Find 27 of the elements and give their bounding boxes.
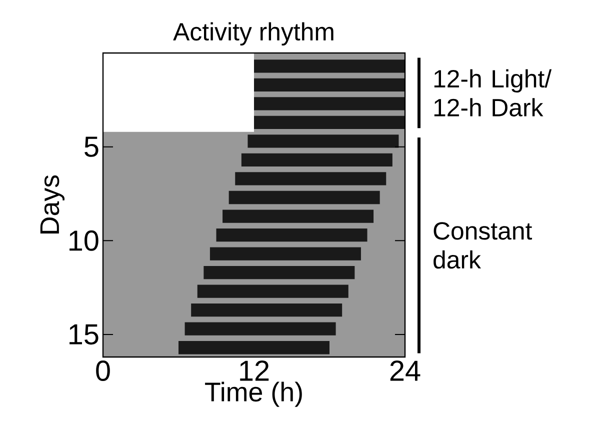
text: 12-h Light/ 12-h Dark: [434, 69, 552, 116]
bar: [254, 78, 406, 92]
bar: [191, 304, 342, 317]
bar: [248, 134, 399, 148]
bar: [216, 228, 368, 242]
bar: [197, 284, 348, 298]
bar: [235, 172, 386, 186]
bar: [184, 322, 336, 336]
chart-title: Activity rhythm: [173, 22, 334, 46]
bar: [241, 153, 392, 167]
y-tick-label: 15: [70, 324, 98, 345]
y-tick-label: 10: [70, 230, 98, 251]
bar: [204, 266, 355, 280]
y-tick-label: 5: [84, 136, 98, 157]
x-tick-label: 12: [240, 360, 269, 381]
bar: [178, 341, 330, 354]
text: Constant dark: [434, 222, 532, 269]
x-tick-label: 24: [390, 360, 420, 381]
y-axis-title: Days: [40, 175, 64, 234]
bar: [222, 210, 374, 223]
x-axis-title: Time (h): [205, 382, 302, 407]
x-tick-label: 0: [96, 360, 110, 381]
bar: [210, 247, 361, 260]
bar: [228, 190, 380, 204]
bar: [254, 116, 406, 129]
bar: [254, 97, 406, 110]
bar: [254, 60, 406, 73]
